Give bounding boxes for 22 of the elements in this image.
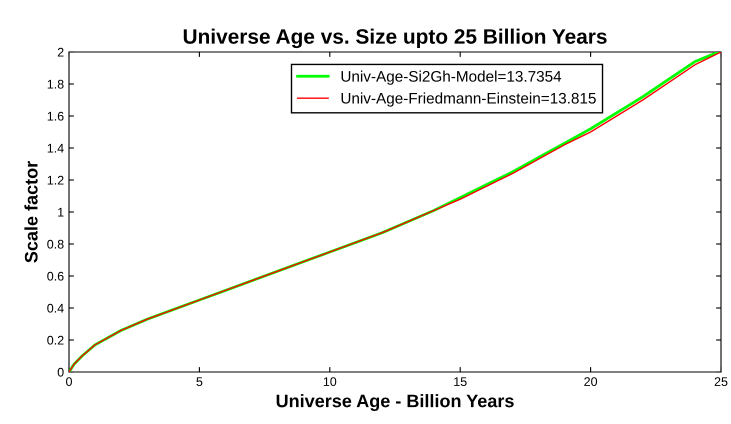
y-tick-label: 1.8 (48, 80, 64, 89)
y-tick-label: 0.2 (47, 336, 64, 345)
x-axis-title: Universe Age - Billion Years (276, 394, 514, 411)
legend-label: Univ-Age-Friedmann-Einstein=13.815 (342, 92, 596, 107)
y-tick-label: 1.4 (48, 144, 64, 153)
x-tick-label: 0 (66, 377, 72, 386)
y-tick-label: 2 (58, 48, 64, 57)
y-axis-title: Scale factor (24, 161, 38, 263)
x-tick-label: 20 (584, 377, 598, 386)
chart-title: Universe Age vs. Size upto 25 Billion Years (184, 28, 607, 48)
x-tick-label: 10 (324, 377, 336, 386)
x-tick-label: 25 (714, 377, 728, 386)
legend-label: Univ-Age-Si2Gh-Model=13.7354 (342, 70, 562, 85)
y-tick-label: 0 (58, 368, 64, 377)
y-tick-label: 0.8 (47, 240, 64, 249)
x-tick-label: 15 (454, 377, 467, 386)
y-tick-label: 0.6 (47, 272, 64, 281)
y-tick-label: 1.6 (48, 112, 64, 121)
x-tick-label: 5 (196, 377, 202, 386)
y-tick-label: 1.2 (48, 176, 64, 185)
y-tick-label: 0.4 (47, 304, 64, 313)
y-tick-label: 1 (58, 208, 64, 217)
